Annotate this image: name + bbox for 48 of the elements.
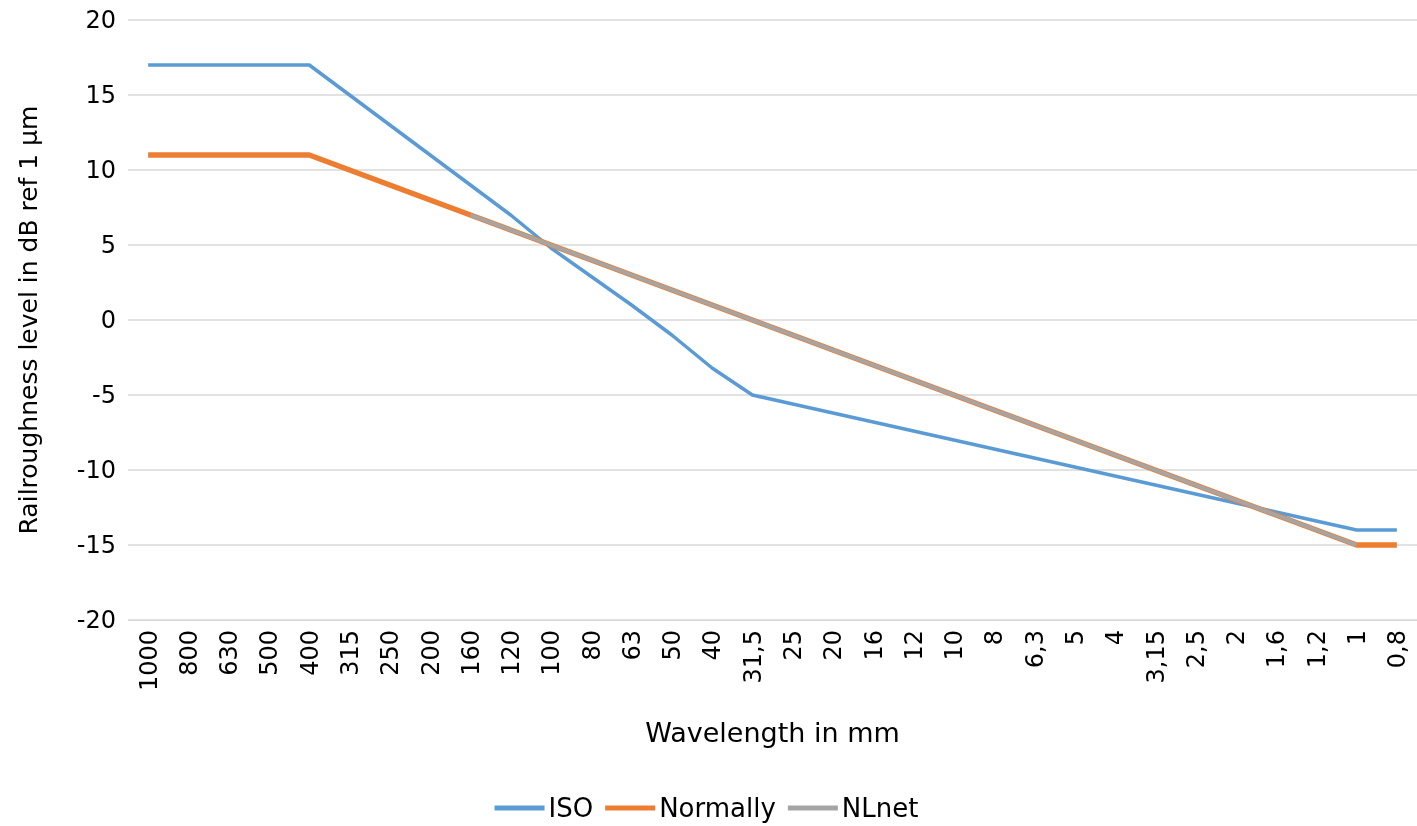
x-tick-label: 1000 <box>134 630 163 692</box>
x-tick-label: 80 <box>577 630 606 661</box>
line-series <box>146 63 1399 532</box>
x-tick-label: 800 <box>174 630 203 676</box>
x-tick-label: 6,3 <box>1020 630 1049 669</box>
y-tick-label: 10 <box>85 156 116 185</box>
x-tick-label: 5 <box>1061 630 1090 646</box>
x-tick-label: 400 <box>295 630 324 676</box>
x-tick-label: 63 <box>617 630 646 661</box>
y-tick-label: -15 <box>76 531 116 560</box>
x-tick-label: 16 <box>859 630 888 661</box>
x-tick-label: 1,6 <box>1262 630 1291 669</box>
line-series <box>468 213 1359 547</box>
y-tick-label: 15 <box>85 81 116 110</box>
legend-label: NLnet <box>841 793 919 824</box>
y-tick-label: -20 <box>76 606 116 635</box>
x-tick-label: 50 <box>658 630 687 661</box>
x-tick-label: 500 <box>255 630 284 676</box>
x-tick-label: 8 <box>980 630 1009 646</box>
y-tick-label: 5 <box>100 231 116 260</box>
x-tick-label: 3,15 <box>1141 630 1170 684</box>
x-tick-label: 250 <box>376 630 405 676</box>
legend-label: Normally <box>659 793 776 824</box>
x-tick-label: 40 <box>698 630 727 661</box>
x-tick-label: 10 <box>940 630 969 661</box>
x-tick-label: 2,5 <box>1181 630 1210 669</box>
x-tick-label: 31,5 <box>738 630 767 684</box>
x-tick-label: 25 <box>779 630 808 661</box>
y-tick-label: 0 <box>100 306 116 335</box>
x-axis-title: Wavelength in mm <box>645 717 900 748</box>
y-tick-label: 20 <box>85 6 116 35</box>
x-tick-label: 0,8 <box>1383 630 1412 669</box>
x-tick-label: 200 <box>416 630 445 676</box>
x-tick-label: 2 <box>1222 630 1251 646</box>
y-tick-label: -10 <box>76 456 116 485</box>
x-tick-label: 20 <box>819 630 848 661</box>
x-tick-label: 4 <box>1101 630 1130 646</box>
x-tick-label: 120 <box>497 630 526 676</box>
x-tick-label: 1,2 <box>1302 630 1331 669</box>
x-tick-label: 100 <box>537 630 566 676</box>
legend-label: ISO <box>548 793 594 824</box>
y-tick-label: -5 <box>92 381 116 410</box>
x-tick-label: 12 <box>899 630 928 661</box>
x-tick-label: 160 <box>456 630 485 676</box>
x-tick-label: 630 <box>215 630 244 676</box>
y-axis-title: Railroughness level in dB ref 1 µm <box>14 105 43 535</box>
x-tick-label: 1 <box>1342 630 1371 646</box>
x-tick-label: 315 <box>335 630 364 676</box>
